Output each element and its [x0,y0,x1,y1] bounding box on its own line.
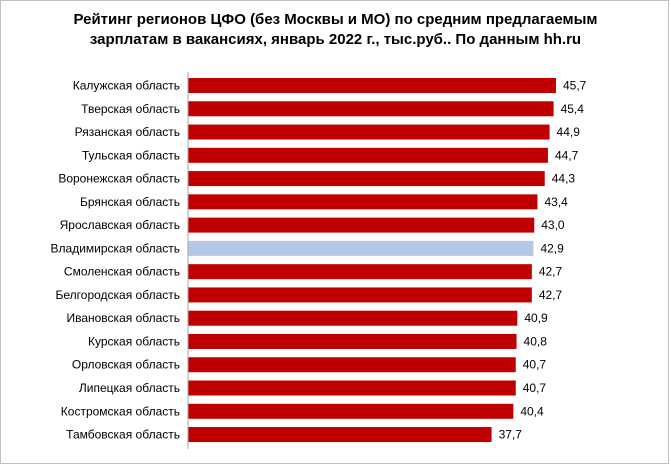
category-label: Владимирская область [51,241,180,255]
bar [188,240,534,256]
bar [188,217,535,233]
category-label: Смоленская область [64,265,180,279]
value-label: 42,7 [539,288,563,302]
bar [188,124,550,140]
bar [188,78,556,93]
value-label: 37,7 [499,428,523,442]
bar [188,101,554,117]
category-label: Воронежская область [58,172,180,186]
bar [188,427,492,443]
value-label: 40,7 [523,358,547,372]
chart-title: Рейтинг регионов ЦФО (без Москвы и МО) п… [0,10,671,50]
category-label: Курская область [88,334,180,348]
bar [188,264,532,280]
bar [188,333,517,349]
category-label: Тамбовская область [66,428,180,442]
value-label: 42,9 [540,241,564,255]
bar [188,287,532,303]
bar [188,357,516,373]
bar [188,147,548,163]
category-label: Липецкая область [79,381,180,395]
category-label: Ярославская область [60,218,180,232]
value-label: 40,7 [523,381,547,395]
value-label: 44,3 [552,172,576,186]
category-label: Рязанская область [75,125,180,139]
value-label: 40,8 [524,334,548,348]
value-label: 40,4 [520,404,544,418]
category-label: Орловская область [72,358,180,372]
value-label: 45,7 [563,79,587,93]
bar [188,380,516,396]
bar [188,194,538,210]
category-label: Брянская область [80,195,180,209]
value-label: 44,7 [555,148,579,162]
bars-layer [188,78,556,443]
value-label: 40,9 [524,311,548,325]
bar [188,403,514,419]
category-label: Калужская область [73,79,180,93]
value-label: 42,7 [539,265,563,279]
bar [188,310,518,326]
value-label: 44,9 [557,125,581,139]
value-label: 43,0 [541,218,565,232]
value-label: 43,4 [544,195,568,209]
category-label: Тверская область [81,102,180,116]
bar [188,171,545,187]
chart-title-line1: Рейтинг регионов ЦФО (без Москвы и МО) п… [73,11,598,28]
category-label: Белгородская область [56,288,180,302]
category-label: Тульская область [82,148,180,162]
chart-title-line2: зарплатам в вакансиях, январь 2022 г., т… [89,31,582,48]
category-label: Костромская область [61,404,180,418]
value-label: 45,4 [561,102,585,116]
category-label: Ивановская область [66,311,180,325]
labels-layer: Калужская область 45,7 Тверская область 45,… [51,79,587,442]
